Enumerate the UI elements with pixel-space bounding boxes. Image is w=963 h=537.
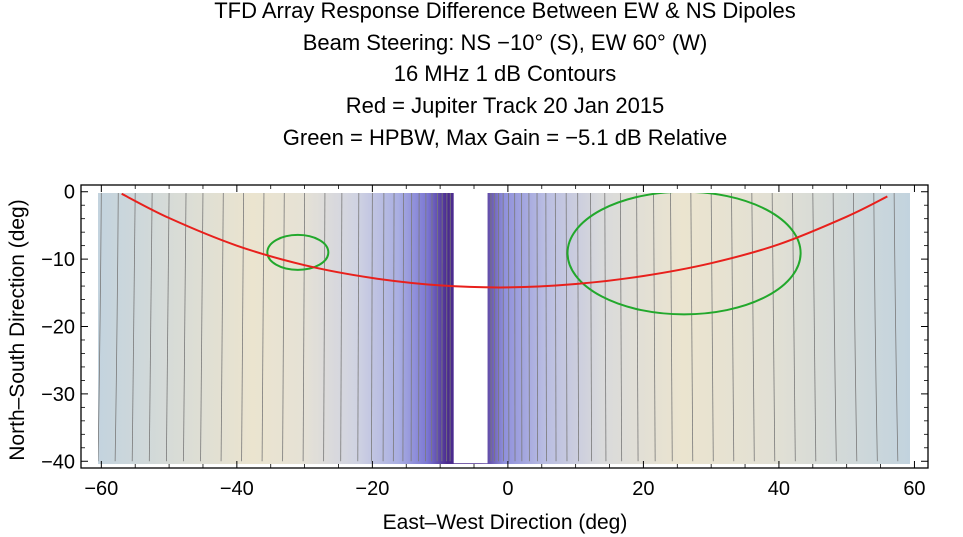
contour-line-8 — [241, 193, 245, 462]
x-tick-label-2: −20 — [355, 478, 389, 500]
contour-line-7 — [220, 193, 224, 462]
x-tick-label-5: 40 — [768, 478, 790, 500]
contour-line-48 — [731, 193, 735, 462]
title-line-1: TFD Array Response Difference Between EW… — [214, 0, 796, 23]
contour-line-45 — [670, 193, 673, 462]
contour-line-13 — [340, 193, 343, 462]
contour-line-39 — [577, 193, 579, 462]
null-gap — [453, 189, 488, 464]
y-tick-label-2: −20 — [41, 317, 75, 339]
jupiter-track-line — [121, 193, 888, 289]
x-tick-label-6: 60 — [903, 478, 925, 500]
title-line-3: 16 MHz 1 dB Contours — [394, 61, 617, 86]
y-tick-label-3: −30 — [41, 384, 75, 406]
contour-line-40 — [590, 193, 592, 462]
contour-field — [98, 193, 910, 464]
x-tick-label-0: −60 — [84, 478, 118, 500]
contour-line-46 — [690, 193, 694, 462]
contour-line-57 — [914, 192, 918, 462]
contour-line-43 — [636, 193, 639, 462]
contour-line-53 — [832, 193, 837, 462]
y-axis-label: North–South Direction (deg) — [6, 199, 29, 460]
overlay-curves — [121, 193, 888, 316]
contour-line-51 — [792, 193, 796, 462]
contour-line-42 — [619, 193, 623, 462]
contour-line-9 — [261, 193, 265, 462]
contour-line-44 — [653, 193, 656, 462]
x-axis-label: East–West Direction (deg) — [383, 511, 628, 534]
y-tick-label-1: −10 — [41, 249, 75, 271]
contour-line-36 — [545, 193, 547, 462]
contour-line-47 — [710, 193, 714, 462]
contour-line-0 — [98, 193, 102, 462]
x-axis: −60 −40 −20 0 20 40 60 — [84, 185, 926, 500]
contour-line-52 — [812, 193, 817, 462]
x-tick-label-1: −40 — [220, 478, 254, 500]
contour-line-3 — [148, 193, 153, 462]
contour-line-16 — [382, 193, 385, 462]
contour-line-55 — [873, 193, 878, 462]
contour-line-56 — [893, 193, 899, 462]
hpbw-contour-1 — [266, 233, 330, 271]
contour-line-35 — [536, 193, 538, 462]
contour-line-19 — [410, 193, 413, 462]
contour-line-17 — [392, 193, 395, 462]
title-line-5: Green = HPBW, Max Gain = −5.1 dB Relativ… — [283, 125, 728, 150]
title-line-2: Beam Steering: NS −10° (S), EW 60° (W) — [303, 30, 708, 55]
title-line-4: Red = Jupiter Track 20 Jan 2015 — [346, 93, 665, 118]
contour-line-11 — [302, 193, 306, 462]
contour-line-4 — [165, 193, 170, 462]
contour-line-18 — [402, 193, 404, 462]
contour-line-6 — [200, 193, 204, 462]
contour-line-10 — [282, 193, 285, 462]
contour-line-38 — [565, 193, 568, 462]
y-axis: 0 −10 −20 −30 −40 — [41, 182, 928, 473]
chart-title: TFD Array Response Difference Between EW… — [214, 0, 796, 150]
x-tick-label-4: 20 — [632, 478, 654, 500]
y-tick-label-0: 0 — [64, 182, 75, 204]
contour-line-15 — [371, 193, 373, 462]
contour-line-54 — [853, 193, 858, 462]
contour-line-37 — [554, 193, 557, 462]
contour-line-50 — [771, 193, 776, 462]
contour-line-2 — [131, 193, 136, 462]
contour-line-14 — [357, 193, 360, 462]
hpbw-contour-2 — [566, 193, 802, 316]
contour-line-1 — [114, 193, 119, 462]
x-tick-label-3: 0 — [502, 478, 513, 500]
contour-line-41 — [604, 193, 607, 462]
y-tick-label-4: −40 — [41, 451, 75, 473]
contour-line-49 — [751, 193, 755, 462]
contour-line-12 — [323, 193, 326, 462]
